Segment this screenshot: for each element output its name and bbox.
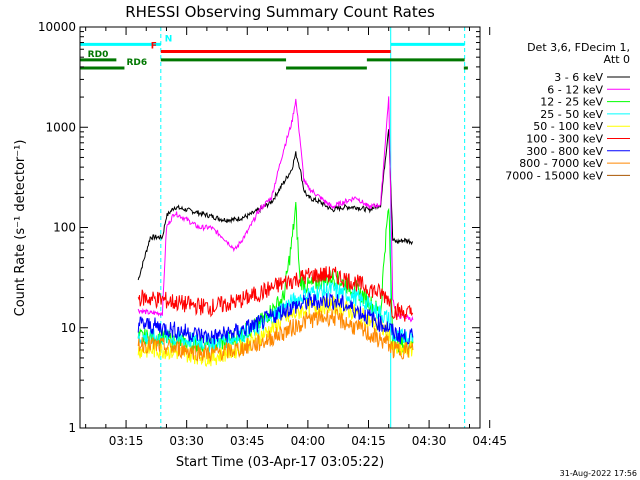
legend-label-2: 12 - 25 keV	[540, 96, 603, 109]
legend-label-3: 25 - 50 keV	[540, 108, 603, 121]
flag-label-n: N	[165, 34, 173, 44]
timestamp: 31-Aug-2022 17:56	[560, 469, 637, 478]
y-tick-label-4: 10000	[38, 20, 76, 34]
series-line-1	[137, 96, 414, 323]
y-axis-label: Count Rate (s⁻¹ detector⁻¹)	[13, 140, 28, 317]
flag-label-f: F	[151, 41, 157, 51]
series-line-7	[137, 308, 414, 362]
y-tick-label-1: 10	[61, 321, 76, 335]
vertical-markers	[79, 27, 466, 428]
legend-header-line-1: Det 3,6, FDecim 1,	[527, 41, 630, 54]
y-tick-label-3: 1000	[45, 120, 76, 134]
legend-header-line-2: Att 0	[604, 53, 630, 66]
legend-label-6: 300 - 800 keV	[526, 145, 603, 158]
legend-label-8: 7000 - 15000 keV	[505, 169, 603, 182]
y-axis-ticks: 1 10 100 1000 10000	[38, 20, 480, 435]
x-tick-label-4: 04:15	[351, 434, 386, 448]
series-line-6	[137, 291, 414, 349]
legend-label-0: 3 - 6 keV	[554, 71, 603, 84]
x-axis-ticks: 03:15 03:30 03:45 04:00 04:15 04:30 04:45	[85, 27, 507, 448]
legend-label-5: 100 - 300 keV	[526, 133, 603, 146]
x-tick-label-5: 04:30	[412, 434, 447, 448]
chart-title: RHESSI Observing Summary Count Rates	[125, 3, 435, 21]
series-line-5	[137, 266, 414, 322]
flag-label-rd6: RD6	[126, 58, 147, 68]
x-tick-label-3: 04:00	[291, 434, 326, 448]
legend-label-4: 50 - 100 keV	[533, 120, 603, 133]
series-line-0	[137, 129, 413, 281]
y-tick-label-0: 1	[68, 421, 76, 435]
x-tick-label-0: 03:15	[109, 434, 144, 448]
x-tick-label-1: 03:30	[169, 434, 204, 448]
legend-label-7: 800 - 7000 keV	[519, 157, 603, 170]
legend-label-1: 6 - 12 keV	[547, 83, 603, 96]
observing-flags: NF RD0 RD6	[80, 34, 468, 70]
x-axis-label: Start Time (03-Apr-17 03:05:22)	[176, 455, 384, 470]
plot-frame	[79, 26, 481, 429]
y-tick-label-2: 100	[53, 221, 76, 235]
x-tick-label-2: 03:45	[230, 434, 265, 448]
x-tick-label-6: 04:45	[472, 434, 507, 448]
flag-label-rd0: RD0	[88, 50, 109, 60]
series-lines	[137, 96, 414, 368]
